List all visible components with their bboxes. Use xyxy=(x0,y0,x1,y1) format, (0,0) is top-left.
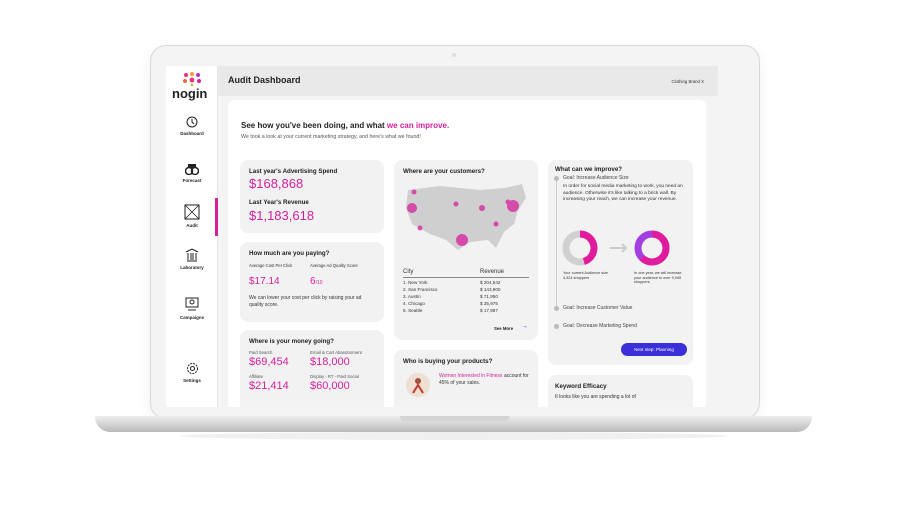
city-cell: 5. Seattle xyxy=(403,308,423,313)
value: $17.14 xyxy=(249,276,280,287)
paying-card: How much are you paying? Average Cost Pe… xyxy=(240,242,384,322)
buyers-text: Women Interested in Fitness account for … xyxy=(439,373,534,387)
card-title: How much are you paying? xyxy=(249,250,330,257)
buyers-card: Who is buying your products? Women Inter… xyxy=(394,350,538,407)
goal-title: Goal: Increase Customer Value xyxy=(563,305,633,311)
value: $18,000 xyxy=(310,356,350,368)
label: Paid Search xyxy=(249,350,273,355)
quality-max: /10 xyxy=(315,280,323,286)
client-name: Clothing Brand X xyxy=(671,79,705,84)
nav-label: Settings xyxy=(183,378,201,383)
audience-donuts xyxy=(562,230,670,266)
nav-item[interactable]: Forecast xyxy=(166,163,218,183)
main-panel: See how you've been doing, and what we c… xyxy=(228,100,706,407)
improve-card: What can we improve? Goal: Increase Audi… xyxy=(548,160,693,365)
nav-item[interactable]: Dashboard xyxy=(166,116,218,136)
goal-title: Goal: Decrease Marketing Spend xyxy=(563,323,637,329)
value: 6/10 xyxy=(310,276,323,287)
sidebar: nogin Dashboard Forecast Audit Laborator… xyxy=(166,66,218,407)
nav-label: Audit xyxy=(186,223,198,228)
timeline xyxy=(556,178,557,306)
city-cell: 1. New York xyxy=(403,280,428,285)
intro-highlight: we can improve. xyxy=(386,121,450,130)
intro-subtitle: We took a look at your current marketing… xyxy=(241,134,421,140)
nav-item[interactable]: Settings xyxy=(166,362,218,383)
laptop-base xyxy=(95,416,812,432)
intro-heading-text: See how you've been doing, and what xyxy=(241,121,387,130)
camera xyxy=(452,53,456,57)
nav-item[interactable]: Campaigns xyxy=(166,296,218,320)
label: Average Ad Quality Score xyxy=(310,263,358,268)
logo-mark xyxy=(183,72,201,86)
label: Display - RT - Paid Social xyxy=(310,374,359,379)
next-step-button[interactable]: Next step: Planning xyxy=(621,343,687,356)
us-map xyxy=(406,184,526,250)
card-title: Where are your customers? xyxy=(403,168,485,175)
revenue-cell: $ 35,975 xyxy=(480,301,498,306)
money-card: Where is your money going? Paid Search $… xyxy=(240,330,384,407)
label: Average Cost Per Click xyxy=(249,263,293,268)
value: $60,000 xyxy=(310,380,350,392)
spend-card: Last year's Advertising Spend $168,868 L… xyxy=(240,160,384,233)
value: $1,183,618 xyxy=(249,208,315,223)
persona-icon xyxy=(406,373,430,397)
column-header: City xyxy=(403,269,414,275)
city-cell: 4. Chicago xyxy=(403,301,425,306)
card-title: Who is buying your products? xyxy=(403,358,493,365)
timeline-dot xyxy=(554,306,559,311)
nav-label: Dashboard xyxy=(180,131,204,136)
card-text: It looks like you are spending a lot of xyxy=(555,394,636,400)
revenue-cell: $ 17,987 xyxy=(480,308,498,313)
nav-item[interactable]: Audit xyxy=(166,204,218,228)
label: Email & Cart Abandonment xyxy=(310,350,362,355)
value: $168,868 xyxy=(249,176,304,191)
intro-heading: See how you've been doing, and what we c… xyxy=(241,121,449,130)
column-header: Revenue xyxy=(480,269,505,275)
value: $21,414 xyxy=(249,380,289,392)
nav-label: Forecast xyxy=(182,178,202,183)
value: $69,454 xyxy=(249,356,289,368)
future-caption: In one year, we will increase your audie… xyxy=(634,271,682,285)
city-cell: 2. San Francisco xyxy=(403,287,438,292)
revenue-cell: $ 71,950 xyxy=(480,294,498,299)
nav-label: Laboratory xyxy=(180,265,204,270)
see-more[interactable]: See More xyxy=(494,326,514,331)
current-caption: Your current Audience size 4,324 shopper… xyxy=(563,271,609,280)
label: Last year's Advertising Spend xyxy=(249,168,338,175)
screen: nogin Dashboard Forecast Audit Laborator… xyxy=(166,66,718,407)
base-notch xyxy=(400,416,510,421)
card-title: What can we improve? xyxy=(555,166,623,173)
label: Affiliate xyxy=(249,374,264,379)
goal-title: Goal: Increase Audience Size xyxy=(563,175,629,181)
card-title: Keyword Efficacy xyxy=(555,383,607,390)
header-bar: Audit Dashboard Clothing Brand X xyxy=(218,66,718,96)
revenue-cell: $ 204,542 xyxy=(480,280,501,285)
logo-text: nogin xyxy=(172,86,208,101)
arrow-icon: → xyxy=(521,323,528,330)
shadow xyxy=(180,432,728,440)
revenue-cell: $ 143,900 xyxy=(480,287,501,292)
active-indicator xyxy=(215,198,218,236)
city-cell: 3. Austin xyxy=(403,294,421,299)
label: Last Year's Revenue xyxy=(249,199,309,206)
card-title: Where is your money going? xyxy=(249,338,334,345)
customers-card: Where are your customers? City Revenue 1… xyxy=(394,160,538,340)
divider xyxy=(403,277,529,278)
page-title: Audit Dashboard xyxy=(228,75,301,85)
keyword-card: Keyword Efficacy It looks like you are s… xyxy=(548,375,693,407)
timeline-dot xyxy=(554,176,559,181)
quality: 6 xyxy=(310,276,316,287)
note: We can lower your cost per click by rais… xyxy=(249,295,362,308)
goal-body: In order for social media marketing to w… xyxy=(563,184,683,202)
text: account for 45% of your sales. xyxy=(439,373,529,386)
timeline-dot xyxy=(554,324,559,329)
nav-label: Campaigns xyxy=(179,315,205,320)
highlight: Women Interested in Fitness xyxy=(439,373,503,379)
nav-item[interactable]: Laboratory xyxy=(166,248,218,270)
